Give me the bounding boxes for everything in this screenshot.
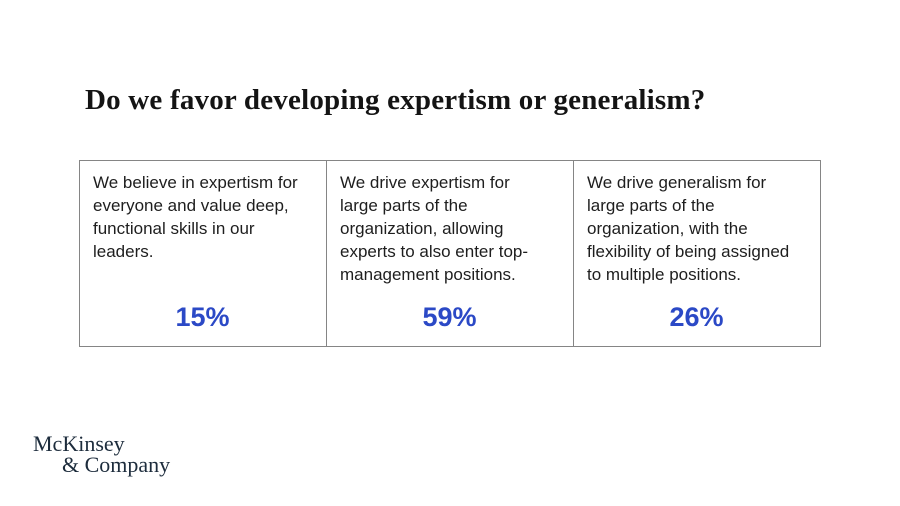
option-description: We drive generalism for large parts of t…	[587, 173, 790, 284]
option-description: We drive expertism for large parts of th…	[340, 173, 529, 284]
option-card-generalism-large-parts: We drive generalism for large parts of t…	[573, 161, 820, 346]
logo-line2: & Company	[62, 452, 171, 477]
mckinsey-logo: McKinsey & Company	[33, 431, 171, 477]
page-title: Do we favor developing expertism or gene…	[85, 84, 706, 116]
option-card-expertism-large-parts: We drive expertism for large parts of th…	[326, 161, 573, 346]
options-table: We believe in expertism for everyone and…	[79, 160, 821, 347]
option-description: We believe in expertism for everyone and…	[93, 173, 298, 261]
option-percentage: 59%	[422, 302, 477, 332]
option-percentage: 26%	[669, 302, 724, 332]
option-percentage: 15%	[175, 302, 230, 332]
option-card-expertism-everyone: We believe in expertism for everyone and…	[80, 161, 326, 346]
logo-line1: McKinsey	[33, 431, 125, 456]
